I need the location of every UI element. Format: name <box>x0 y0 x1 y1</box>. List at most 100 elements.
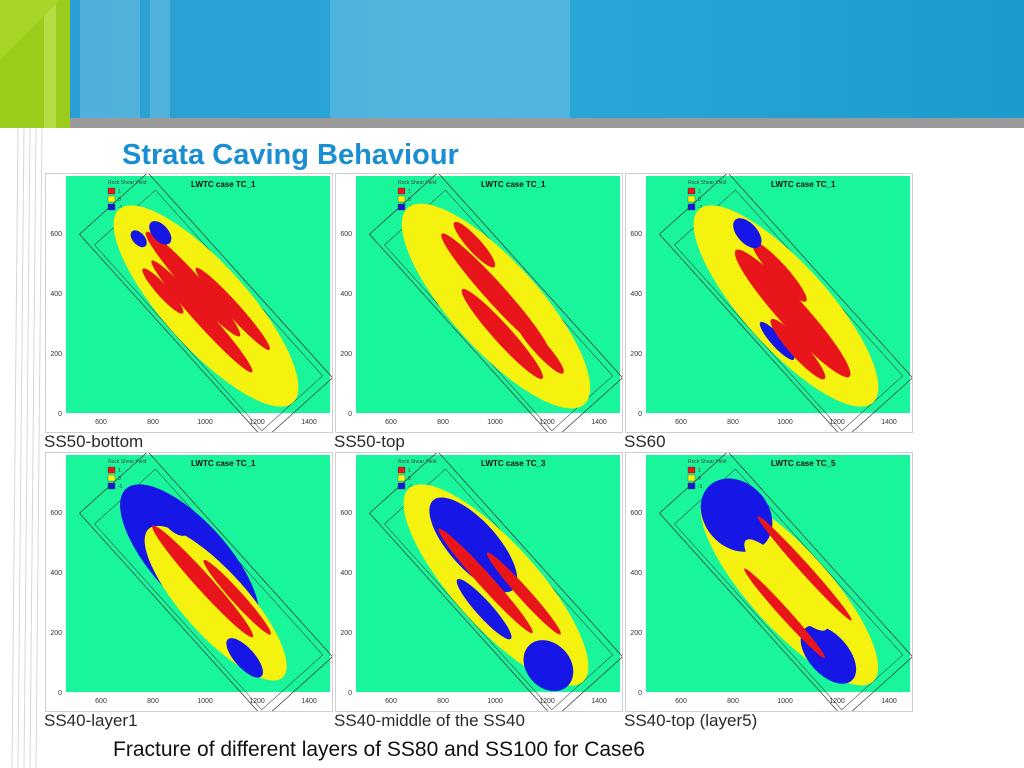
plot-title: LWTC case TC_5 <box>771 459 836 468</box>
y-tick-label: 600 <box>50 231 62 238</box>
legend-swatch <box>107 474 116 482</box>
x-tick-label: 1200 <box>249 419 265 426</box>
legend-swatch <box>687 195 696 203</box>
x-tick-label: 600 <box>385 698 397 705</box>
x-tick-label: 600 <box>95 698 107 705</box>
x-tick-label: 1000 <box>197 698 213 705</box>
legend-value: 0 <box>698 197 701 203</box>
legend-swatch <box>687 187 696 195</box>
yield-region <box>751 241 807 302</box>
plot-panel-1: 600 800 1000 1200 1400 0 200 400 600 Rock Shear Y… <box>45 173 333 433</box>
x-tick-label: 1000 <box>487 419 503 426</box>
legend-value: 1 <box>118 468 121 474</box>
yield-region <box>152 525 254 638</box>
panel-label-2: SS50-top <box>334 432 405 451</box>
legend-swatch <box>397 466 406 474</box>
y-tick-label: 200 <box>630 630 642 637</box>
yield-pattern <box>78 453 332 711</box>
yield-region <box>757 516 852 621</box>
legend-value: -1 <box>698 484 703 490</box>
yield-plot: 600 800 1000 1200 1400 0 200 400 600 Rock Shear Y… <box>626 174 912 432</box>
legend-value: -1 <box>698 205 703 211</box>
legend-title: Rock Shear Yield <box>398 180 437 186</box>
yield-region <box>700 478 773 552</box>
y-tick-label: 600 <box>50 510 62 517</box>
plot-panel-6: 600 800 1000 1200 1400 0 200 400 600 Rock Shear Y… <box>625 452 913 712</box>
plot-panel-2: 600 800 1000 1200 1400 0 200 400 600 Rock Shear Y… <box>335 173 623 433</box>
x-tick-label: 1200 <box>539 419 555 426</box>
legend-swatch <box>687 203 696 211</box>
yield-pattern <box>658 453 912 711</box>
x-tick-label: 800 <box>147 419 159 426</box>
y-tick-label: 0 <box>638 411 642 418</box>
yield-region <box>429 497 518 593</box>
x-tick-label: 1200 <box>539 698 555 705</box>
legend-swatch <box>107 195 116 203</box>
yield-region <box>744 568 825 658</box>
yield-plot: 600 800 1000 1200 1400 0 200 400 600 Rock Shear Y… <box>336 174 622 432</box>
y-tick-label: 400 <box>340 570 352 577</box>
legend-value: 0 <box>118 476 121 482</box>
x-tick-label: 1200 <box>829 419 845 426</box>
plot-title: LWTC case TC_1 <box>191 459 256 468</box>
legend-swatch <box>107 203 116 211</box>
yield-region <box>770 318 826 380</box>
legend-swatch <box>397 203 406 211</box>
x-tick-label: 1000 <box>777 698 793 705</box>
panel-label-3: SS60 <box>624 432 666 451</box>
plot-panel-5: 600 800 1000 1200 1400 0 200 400 600 Rock Shear Y… <box>335 452 623 712</box>
panel-label-6: SS40-top (layer5) <box>624 711 758 730</box>
y-tick-label: 600 <box>630 231 642 238</box>
x-tick-label: 600 <box>675 419 687 426</box>
yield-region <box>226 638 263 678</box>
legend-swatch <box>397 187 406 195</box>
yield-plot: 600 800 1000 1200 1400 0 200 400 600 Rock Shear Y… <box>46 453 332 711</box>
x-tick-label: 600 <box>95 419 107 426</box>
legend-swatch <box>397 195 406 203</box>
legend-swatch <box>107 187 116 195</box>
legend-value: 0 <box>118 197 121 203</box>
slide-caption: Fracture of different layers of SS80 and… <box>113 738 645 761</box>
legend-swatch <box>397 482 406 490</box>
legend-title: Rock Shear Yield <box>688 180 727 186</box>
legend-value: -1 <box>118 484 123 490</box>
x-tick-label: 800 <box>437 698 449 705</box>
yield-region <box>515 320 564 374</box>
x-tick-label: 800 <box>147 698 159 705</box>
legend-swatch <box>107 466 116 474</box>
yield-region <box>733 218 762 249</box>
yield-region <box>453 221 496 268</box>
y-tick-label: 0 <box>638 690 642 697</box>
legend-value: 1 <box>698 189 701 195</box>
yield-pattern <box>658 174 912 432</box>
x-tick-label: 1000 <box>197 419 213 426</box>
plot-title: LWTC case TC_1 <box>771 180 836 189</box>
header-banner <box>0 0 1024 130</box>
y-tick-label: 200 <box>50 351 62 358</box>
yield-region <box>744 539 828 631</box>
x-tick-label: 600 <box>675 698 687 705</box>
y-tick-label: 400 <box>50 291 62 298</box>
x-tick-label: 1200 <box>249 698 265 705</box>
yield-region <box>438 528 533 634</box>
plot-title: LWTC case TC_1 <box>481 180 546 189</box>
yield-region <box>203 559 271 635</box>
yield-region <box>523 640 574 692</box>
legend-value: 0 <box>408 197 411 203</box>
legend-swatch <box>687 474 696 482</box>
x-tick-label: 1400 <box>301 698 317 705</box>
y-tick-label: 400 <box>50 570 62 577</box>
decorative-lines <box>11 128 43 768</box>
x-tick-label: 800 <box>727 419 739 426</box>
yield-region <box>734 249 851 378</box>
yield-region <box>759 321 795 360</box>
legend-value: 1 <box>698 468 701 474</box>
x-tick-label: 1400 <box>591 419 607 426</box>
plot-panel-4: 600 800 1000 1200 1400 0 200 400 600 Rock Shear Y… <box>45 452 333 712</box>
x-tick-label: 800 <box>727 698 739 705</box>
y-tick-label: 600 <box>340 510 352 517</box>
panel-label-5: SS40-middle of the SS40 <box>334 711 525 730</box>
y-tick-label: 200 <box>50 630 62 637</box>
plot-title: LWTC case TC_3 <box>481 459 546 468</box>
y-tick-label: 400 <box>630 291 642 298</box>
